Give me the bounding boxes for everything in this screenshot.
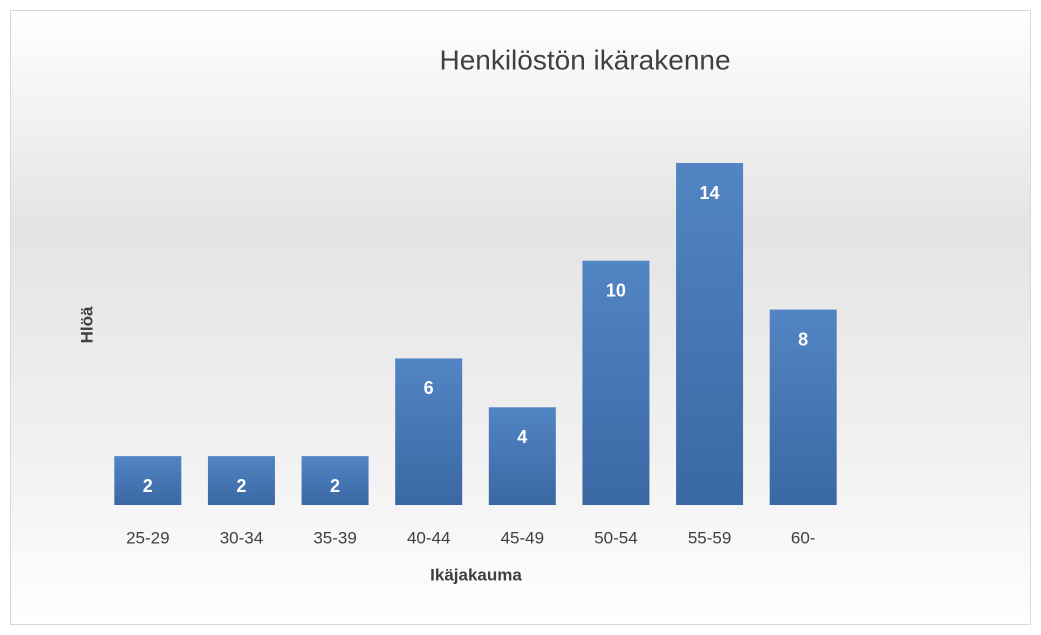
bar	[582, 260, 650, 505]
bar	[488, 407, 556, 505]
bar	[395, 358, 463, 505]
bar	[114, 456, 182, 505]
x-tick-label: 50-54	[594, 528, 637, 547]
x-tick-label: 25-29	[126, 528, 169, 547]
data-label: 14	[700, 183, 720, 203]
x-axis-label: Ikäjakauma	[430, 565, 522, 584]
bar	[207, 456, 275, 505]
bar	[676, 163, 744, 505]
chart-background	[10, 10, 1031, 625]
bar	[301, 456, 369, 505]
x-tick-label: 60-	[791, 528, 816, 547]
data-label: 8	[798, 329, 808, 349]
data-label: 6	[424, 378, 434, 398]
data-label: 10	[606, 280, 626, 300]
data-label: 2	[143, 476, 153, 496]
bar	[769, 309, 837, 505]
data-label: 2	[236, 476, 246, 496]
x-tick-label: 40-44	[407, 528, 450, 547]
x-tick-label: 55-59	[688, 528, 731, 547]
x-tick-label: 30-34	[220, 528, 263, 547]
data-label: 4	[517, 427, 527, 447]
data-label: 2	[330, 476, 340, 496]
x-tick-label: 35-39	[313, 528, 356, 547]
x-tick-label: 45-49	[501, 528, 544, 547]
y-axis-label: Hlöä	[77, 306, 96, 343]
chart-title: Henkilöstön ikärakenne	[439, 44, 730, 75]
